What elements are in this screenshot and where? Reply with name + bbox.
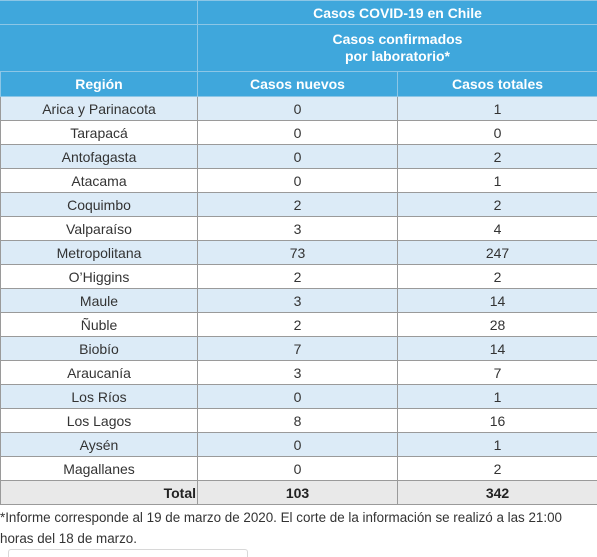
footnote-line-2: horas del 18 de marzo. — [0, 528, 597, 549]
total-cases-cell: 14 — [398, 337, 597, 361]
total-new-cases: 103 — [198, 481, 398, 505]
total-cases-cell: 2 — [398, 265, 597, 289]
new-cases-cell: 0 — [198, 121, 398, 145]
new-cases-cell: 2 — [198, 193, 398, 217]
new-cases-cell: 2 — [198, 265, 398, 289]
region-cell: Maule — [1, 289, 198, 313]
new-cases-cell: 3 — [198, 217, 398, 241]
column-header-new-cases: Casos nuevos — [198, 72, 398, 97]
region-cell: Los Lagos — [1, 409, 198, 433]
subtitle-line-2: por laboratorio* — [345, 48, 450, 64]
region-cell: Biobío — [1, 337, 198, 361]
region-cell: Atacama — [1, 169, 198, 193]
total-cases-cell: 14 — [398, 289, 597, 313]
total-cases-cell: 1 — [398, 385, 597, 409]
new-cases-cell: 3 — [198, 361, 398, 385]
new-cases-cell: 0 — [198, 97, 398, 121]
total-cases-cell: 4 — [398, 217, 597, 241]
footnote: *Informe corresponde al 19 de marzo de 2… — [0, 507, 597, 549]
region-cell: Metropolitana — [1, 241, 198, 265]
total-cases-cell: 2 — [398, 457, 597, 481]
column-header-total-cases: Casos totales — [398, 72, 597, 97]
region-cell: Ñuble — [1, 313, 198, 337]
region-cell: Antofagasta — [1, 145, 198, 169]
covid-cases-table: Casos COVID-19 en Chile Casos confirmado… — [0, 0, 597, 505]
new-cases-cell: 0 — [198, 457, 398, 481]
total-cases-cell: 1 — [398, 433, 597, 457]
region-cell: Aysén — [1, 433, 198, 457]
region-cell: Los Ríos — [1, 385, 198, 409]
region-cell: Valparaíso — [1, 217, 198, 241]
covid-table-container: Casos COVID-19 en Chile Casos confirmado… — [0, 0, 597, 505]
region-cell: Tarapacá — [1, 121, 198, 145]
total-cases-cell: 0 — [398, 121, 597, 145]
new-cases-cell: 3 — [198, 289, 398, 313]
total-cases: 342 — [398, 481, 597, 505]
region-cell: O’Higgins — [1, 265, 198, 289]
region-cell: Coquimbo — [1, 193, 198, 217]
subtitle-line-1: Casos confirmados — [333, 31, 463, 47]
total-cases-cell: 1 — [398, 169, 597, 193]
table-subtitle: Casos confirmados por laboratorio* — [198, 25, 597, 72]
total-cases-cell: 28 — [398, 313, 597, 337]
header-blank-cell — [1, 25, 198, 72]
total-cases-cell: 247 — [398, 241, 597, 265]
header-blank-cell — [1, 1, 198, 25]
new-cases-cell: 0 — [198, 145, 398, 169]
total-cases-cell: 1 — [398, 97, 597, 121]
new-cases-cell: 0 — [198, 169, 398, 193]
new-cases-cell: 2 — [198, 313, 398, 337]
new-cases-cell: 0 — [198, 385, 398, 409]
region-cell: Magallanes — [1, 457, 198, 481]
total-label: Total — [1, 481, 198, 505]
total-cases-cell: 7 — [398, 361, 597, 385]
footnote-line-1: *Informe corresponde al 19 de marzo de 2… — [0, 507, 597, 528]
total-cases-cell: 2 — [398, 145, 597, 169]
region-cell: Araucanía — [1, 361, 198, 385]
table-title: Casos COVID-19 en Chile — [198, 1, 597, 25]
total-cases-cell: 16 — [398, 409, 597, 433]
new-cases-cell: 73 — [198, 241, 398, 265]
column-header-region: Región — [1, 72, 198, 97]
total-row: Total 103 342 — [1, 481, 597, 505]
total-cases-cell: 2 — [398, 193, 597, 217]
new-cases-cell: 0 — [198, 433, 398, 457]
region-cell: Arica y Parinacota — [1, 97, 198, 121]
new-cases-cell: 7 — [198, 337, 398, 361]
new-cases-cell: 8 — [198, 409, 398, 433]
